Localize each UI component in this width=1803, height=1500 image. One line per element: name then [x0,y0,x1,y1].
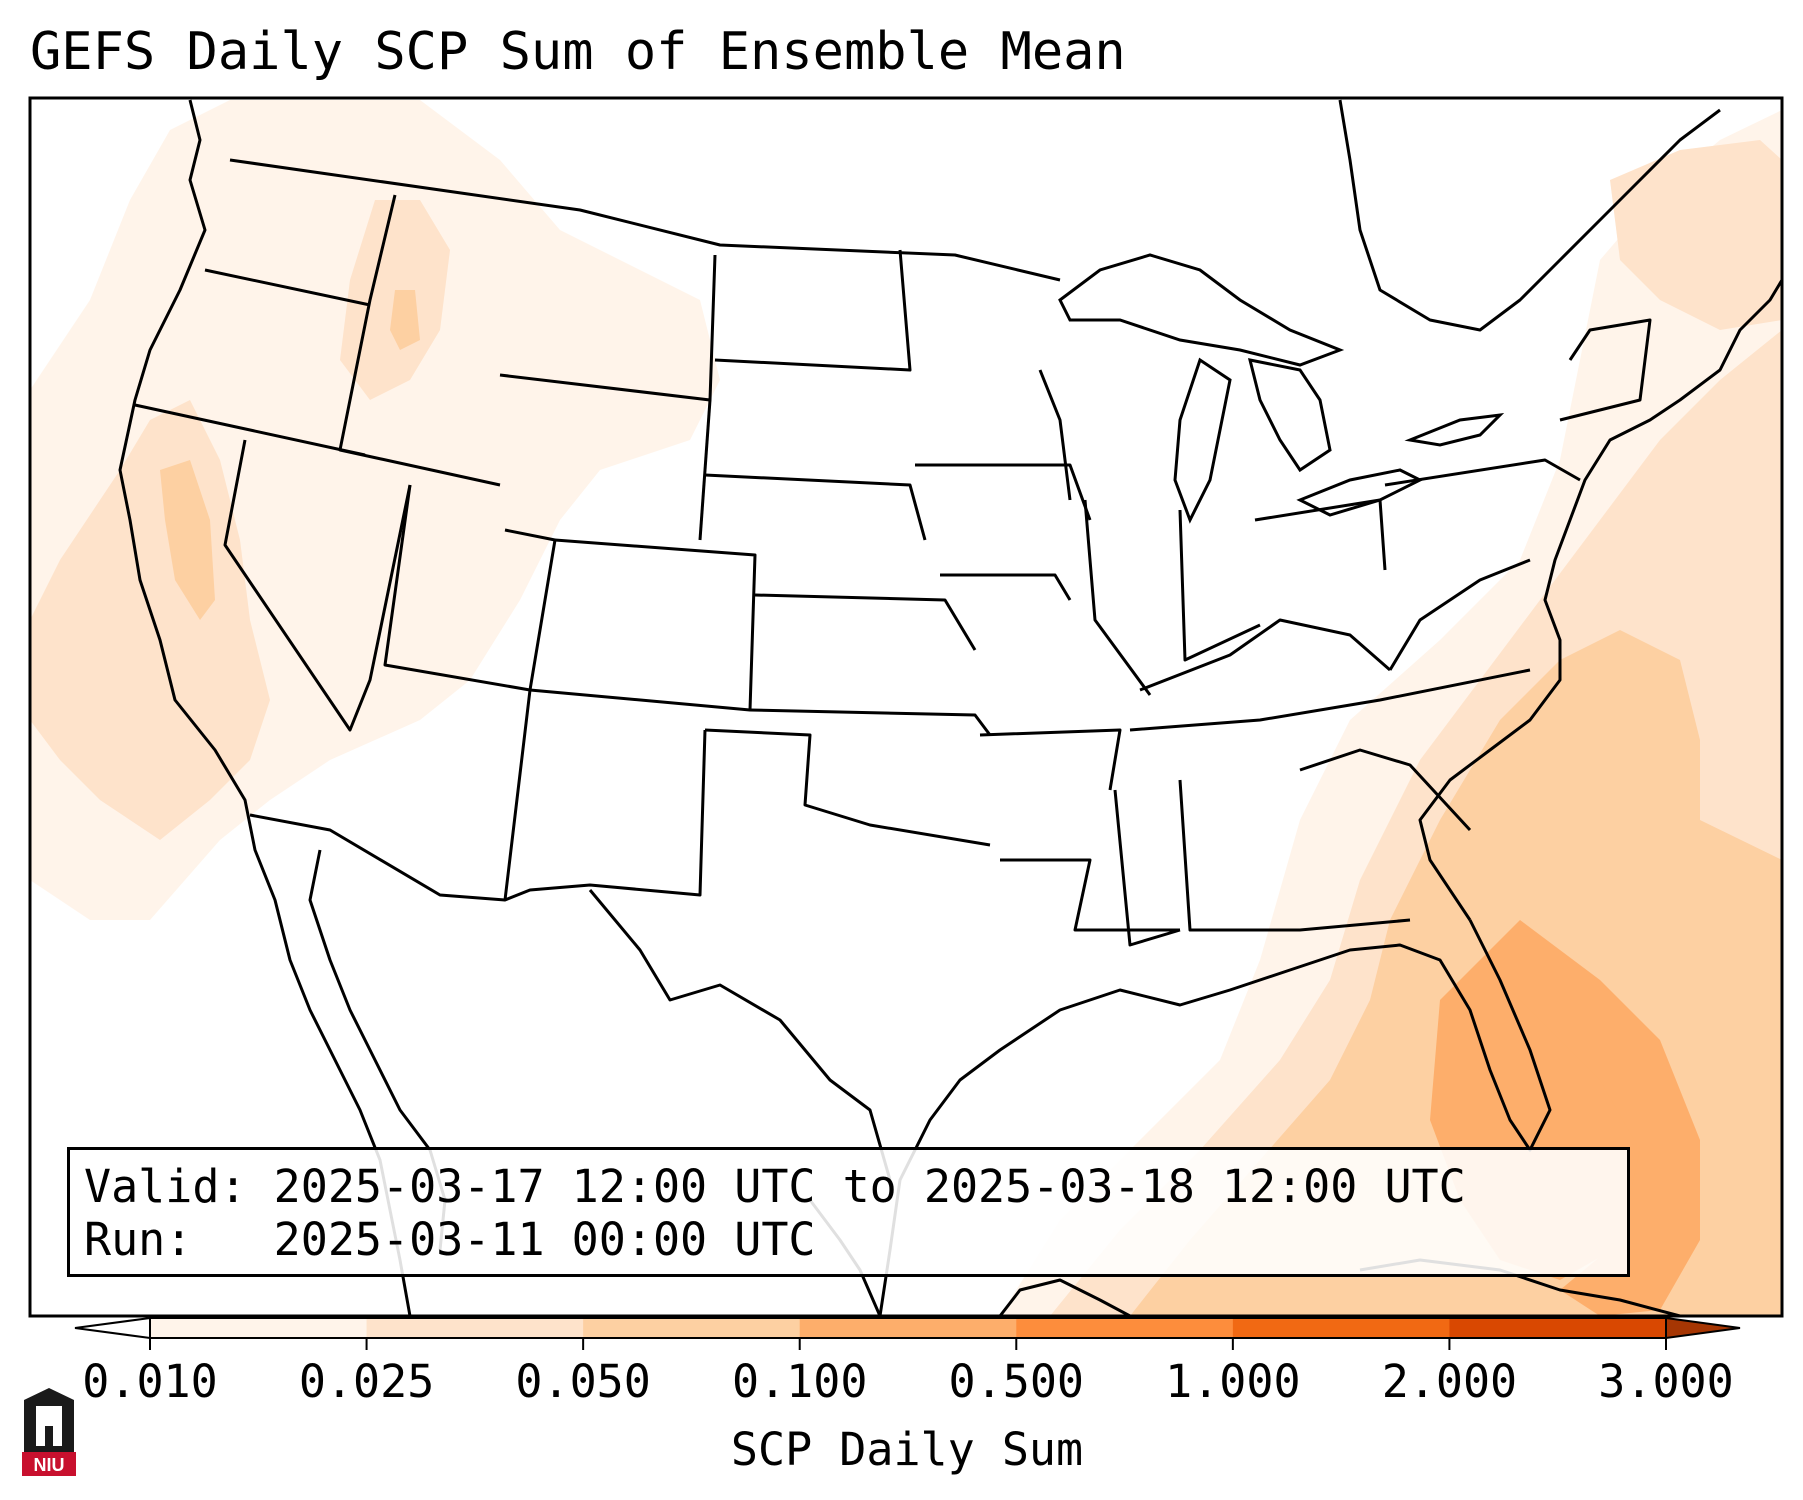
border-ky [1139,618,1391,692]
logo-door [45,1426,53,1446]
colorbar-tick-label: 0.010 [82,1355,218,1408]
colorbar-extend-low [74,1316,151,1340]
colorbar-segment [1232,1318,1450,1338]
great-lakes [1058,253,1505,524]
valid-label: Valid: [84,1160,247,1213]
colorbar-ticks [149,1338,1667,1350]
border-tx [588,889,892,1181]
border-tx-ok [704,728,991,847]
colorbar-segment [1449,1318,1667,1338]
border-co-ks [529,538,757,712]
scp-field-east-strong [1480,920,1700,1316]
border-al-ga [1178,779,1411,932]
lake-huron [1247,358,1332,473]
scp-field-idaho-spot [390,290,420,350]
colorbar-tick-label: 0.025 [298,1355,435,1408]
colorbar-label: SCP Daily Sum [730,1423,1084,1476]
border-pa-ny [1384,458,1581,487]
lake-ontario [1404,412,1505,447]
border-ks-ok [749,708,992,736]
colorbar-segment [799,1318,1017,1338]
run-label: Run: [84,1213,193,1266]
border-ar-la [1000,858,1180,932]
valid-run-legend: Valid: 2025-03-17 12:00 UTC to 2025-03-1… [67,1147,1630,1277]
border-nd-sd [714,249,912,372]
colorbar-segments [149,1317,1667,1339]
border-oh-pa [1254,498,1387,571]
colorbar-tick-label: 0.500 [948,1355,1085,1408]
colorbar-tick-label: 1.000 [1165,1355,1301,1408]
border-wa-or [204,268,371,307]
border-in-oh [1178,509,1261,662]
border-canada-us [229,158,1061,282]
border-ne-ks [754,593,977,651]
atlantic-coast [1418,279,1782,921]
lake-erie [1296,468,1424,517]
border-nc-sc [1299,748,1472,832]
border-ca-az [249,813,506,902]
canada-hudson [1338,99,1721,332]
colorbar-tick-label: 0.100 [731,1355,868,1408]
valid-line: Valid: 2025-03-17 12:00 UTC to 2025-03-1… [84,1160,1466,1213]
colorbar-tick-label: 0.050 [515,1355,651,1408]
border-wy-ne [698,399,712,541]
colorbar-segment [1016,1318,1234,1338]
run-line: Run: 2025-03-11 00:00 UTC [84,1213,816,1266]
lake-superior [1058,253,1345,367]
border-id [338,194,501,487]
border-ms-al [1113,789,1181,947]
border-il-in [1083,499,1152,696]
map-frame [28,96,1784,1318]
logo-text: NIU [34,1455,65,1475]
gulf-coast [878,919,1552,1316]
border-va [1388,558,1531,671]
logo-banner [22,1452,76,1476]
border-sd-ne [704,473,927,541]
colorbar-tick-label: 3.000 [1598,1355,1734,1408]
border-az-nm [503,689,707,902]
border-ia-mo [940,573,1072,601]
scp-field-west-med [30,400,270,840]
valid-value: 2025-03-17 12:00 UTC to 2025-03-18 12:00… [273,1160,1466,1213]
border-nv [223,439,412,732]
colorbar [74,1316,1741,1350]
niu-logo: NIU [22,1388,76,1476]
colorbar-segment [366,1318,584,1338]
lake-michigan [1173,357,1232,524]
colorbar-tick-label: 2.000 [1381,1355,1518,1408]
pacific-coast [118,99,412,1316]
border-mn-ia [915,463,1092,521]
border-mo-ar [979,728,1122,791]
scp-field-northeast [1610,140,1782,330]
yucatan [998,1278,1131,1316]
scp-field-cal-spot [160,460,215,620]
colorbar-segment [150,1318,368,1338]
border-new-england [1559,318,1652,422]
run-value: 2025-03-11 00:00 UTC [273,1213,816,1266]
map-title: GEFS Daily SCP Sum of Ensemble Mean [30,22,1126,82]
border-or-ca [134,403,366,457]
colorbar-segment [583,1318,801,1338]
colorbar-extend-high [1665,1316,1741,1340]
border-tn [1129,668,1531,732]
state-borders [134,158,1652,1181]
border-wi-mi [1038,369,1072,501]
